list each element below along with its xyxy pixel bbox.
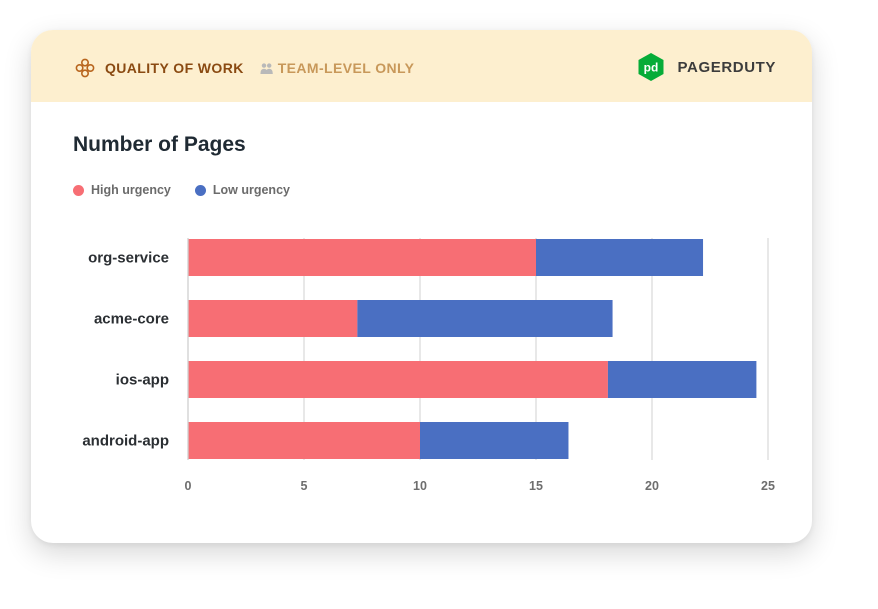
- brand: pd PAGERDUTY: [637, 52, 776, 82]
- category-label-ios-app: ios-app: [116, 372, 169, 389]
- bar-android-app-low-urgency: [420, 422, 569, 459]
- chart-title: Number of Pages: [73, 133, 246, 156]
- stacked-bar-chart: org-service acme-core ios-app android-app 0 5…: [82, 238, 775, 493]
- legend-swatch-high-urgency: [73, 184, 84, 196]
- x-tick-label-10: 10: [413, 479, 427, 493]
- people-icon: [260, 62, 273, 74]
- pagerduty-logo-text: pd: [643, 61, 658, 75]
- x-tick-label-25: 25: [761, 479, 775, 493]
- legend-label-low-urgency: Low urgency: [212, 183, 290, 197]
- bar-org-service-high-urgency: [188, 239, 536, 276]
- bar-ios-app-low-urgency: [607, 361, 757, 398]
- x-tick-label-0: 0: [185, 479, 192, 493]
- chart-card: QUALITY OF WORK TEAM-LEVEL ONLY pd PAGER…: [31, 30, 812, 543]
- header-tags: QUALITY OF WORK TEAM-LEVEL ONLY: [75, 58, 414, 78]
- legend-item-high-urgency: High urgency: [73, 183, 171, 197]
- bar-ios-app-high-urgency: [188, 361, 608, 398]
- pagerduty-brand-name: PAGERDUTY: [677, 58, 776, 76]
- quality-of-work-label: QUALITY OF WORK: [105, 60, 244, 76]
- bar-android-app-high-urgency: [188, 422, 420, 459]
- team-level-label: TEAM-LEVEL ONLY: [277, 60, 415, 76]
- bar-acme-core-high-urgency: [188, 300, 358, 337]
- category-label-org-service: org-service: [88, 250, 169, 267]
- flower-icon: [75, 58, 95, 78]
- x-tick-label-20: 20: [645, 479, 659, 493]
- legend-swatch-low-urgency: [194, 184, 206, 196]
- legend-item-low-urgency: Low urgency: [194, 183, 290, 197]
- card-header: QUALITY OF WORK TEAM-LEVEL ONLY pd PAGER…: [31, 30, 812, 102]
- category-label-acme-core: acme-core: [94, 311, 169, 328]
- x-tick-label-5: 5: [301, 479, 308, 493]
- pagerduty-logo: pd: [638, 53, 664, 81]
- category-label-android-app: android-app: [82, 433, 169, 450]
- bar-org-service-low-urgency: [536, 239, 704, 276]
- x-tick-label-15: 15: [529, 479, 543, 493]
- chart-legend: High urgency Low urgency: [73, 183, 314, 197]
- bar-acme-core-low-urgency: [357, 300, 613, 337]
- legend-label-high-urgency: High urgency: [91, 183, 171, 197]
